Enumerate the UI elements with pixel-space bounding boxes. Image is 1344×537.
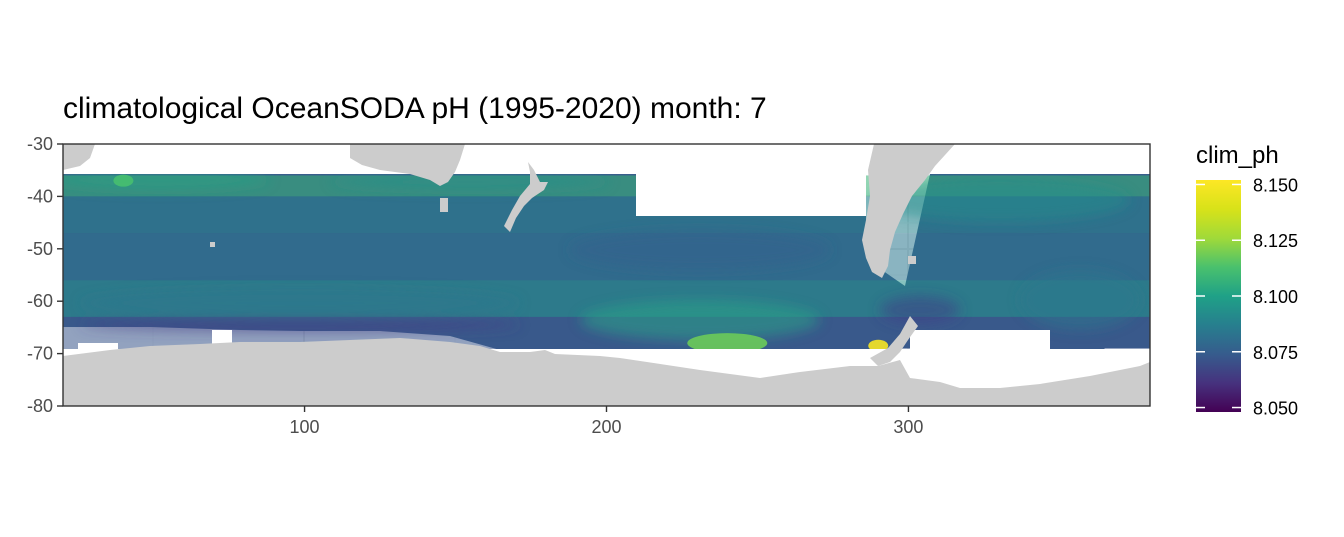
legend-label: 8.050 <box>1253 399 1298 419</box>
land-antarctica <box>63 338 1150 406</box>
land-islands <box>908 256 916 264</box>
y-tick-label: -30 <box>27 134 53 154</box>
land-mask <box>63 144 1150 406</box>
no-data-gap-1 <box>78 343 118 351</box>
legend: clim_ph 8.150 8.125 8.100 8.075 8.050 <box>1196 142 1298 419</box>
y-tick-label: -40 <box>27 186 53 206</box>
land-new-zealand <box>504 162 548 232</box>
x-axis: 100 200 300 <box>290 406 923 437</box>
no-data-gap-2 <box>212 330 232 344</box>
no-data-pacific-block <box>636 144 866 216</box>
y-tick-label: -60 <box>27 291 53 311</box>
ph-hotspot-3 <box>113 174 134 187</box>
ph-hotspot-2 <box>687 333 768 354</box>
land-antarctic-peninsula <box>870 316 918 366</box>
y-tick-label: -70 <box>27 344 53 364</box>
legend-label: 8.125 <box>1253 231 1298 251</box>
legend-label: 8.075 <box>1253 343 1298 363</box>
legend-label: 8.150 <box>1253 175 1298 195</box>
y-tick-label: -80 <box>27 396 53 416</box>
legend-ticks: 8.150 8.125 8.100 8.075 8.050 <box>1196 175 1298 419</box>
land-australia <box>350 144 465 186</box>
x-tick-label: 300 <box>893 417 923 437</box>
legend-label: 8.100 <box>1253 287 1298 307</box>
no-data-top <box>63 144 1150 174</box>
land-ross-ice-edge <box>500 380 560 406</box>
x-tick-label: 100 <box>290 417 320 437</box>
land-tasmania <box>440 198 448 212</box>
legend-title: clim_ph <box>1196 142 1279 169</box>
y-axis: -30 -40 -50 -60 -70 -80 <box>27 134 63 416</box>
x-tick-label: 200 <box>591 417 621 437</box>
no-data-gap-3 <box>910 330 1050 350</box>
y-tick-label: -50 <box>27 239 53 259</box>
ph-hotspot-1 <box>868 339 889 352</box>
land-south-america <box>862 144 955 278</box>
chart-title: climatological OceanSODA pH (1995-2020) … <box>63 92 767 125</box>
land-africa <box>63 144 95 170</box>
